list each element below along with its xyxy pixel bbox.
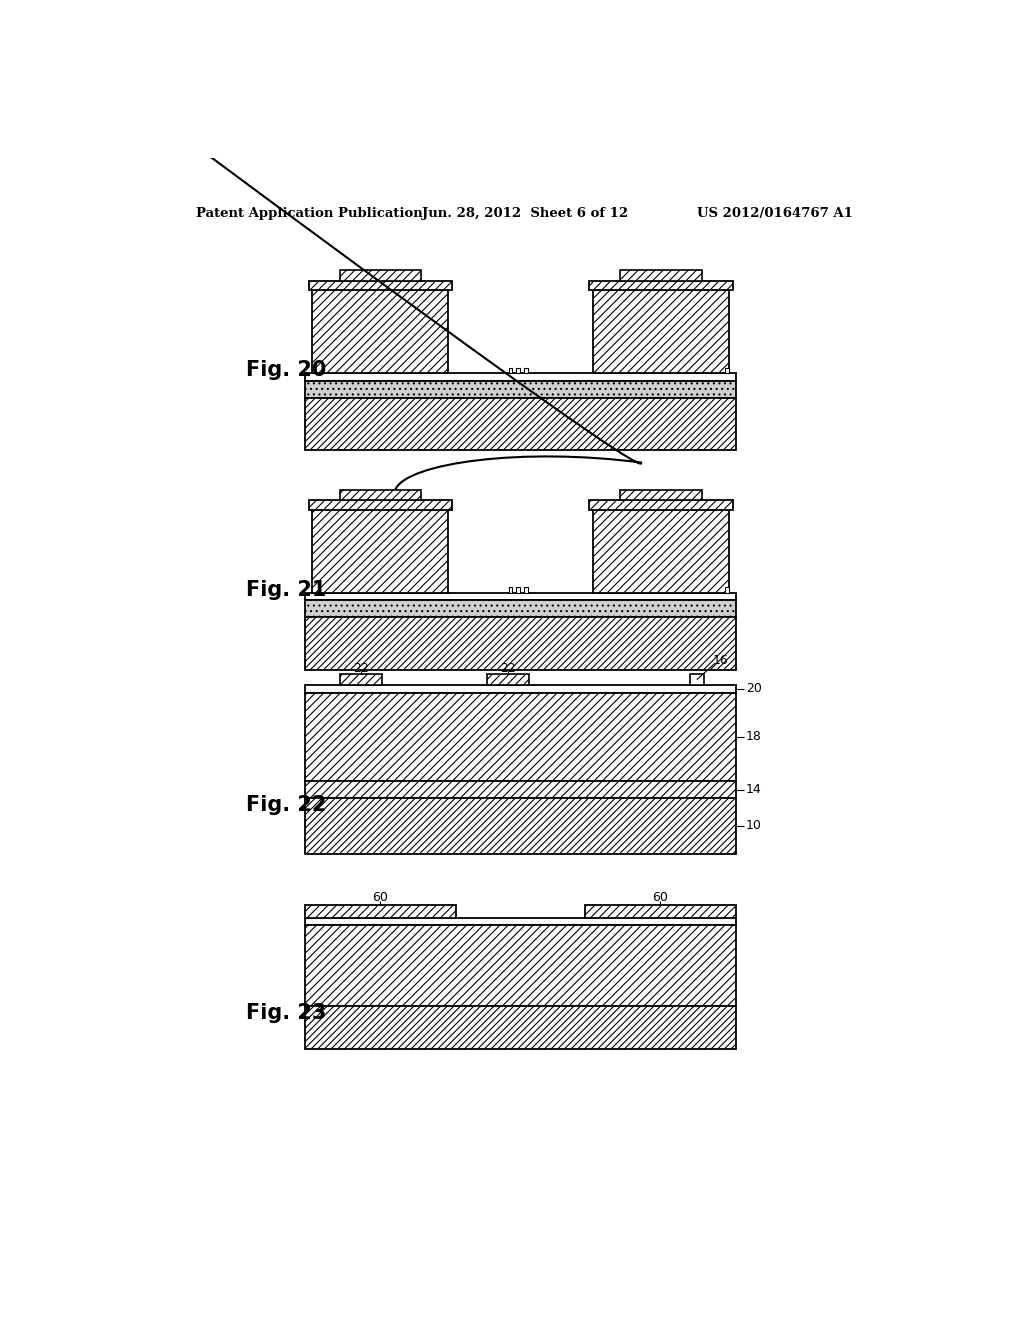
Bar <box>312 290 449 374</box>
Text: 60: 60 <box>372 891 388 904</box>
Bar <box>305 685 736 693</box>
Bar <box>524 368 528 374</box>
Text: 22: 22 <box>500 661 516 675</box>
Bar <box>305 1006 736 1048</box>
Bar <box>593 290 729 374</box>
Bar <box>593 510 729 593</box>
Bar <box>690 675 703 685</box>
Text: Fig. 21: Fig. 21 <box>246 579 327 599</box>
Text: Fig. 22: Fig. 22 <box>246 795 327 816</box>
Bar <box>589 281 732 290</box>
Bar <box>725 368 729 374</box>
Text: US 2012/0164767 A1: US 2012/0164767 A1 <box>696 207 853 220</box>
Bar <box>621 490 701 500</box>
Text: 16: 16 <box>713 653 729 667</box>
Bar <box>312 510 449 593</box>
Bar <box>308 500 452 510</box>
Bar <box>486 675 529 685</box>
Bar <box>305 593 736 601</box>
Text: Patent Application Publication: Patent Application Publication <box>197 207 423 220</box>
Bar <box>509 587 512 593</box>
Bar <box>509 368 512 374</box>
Bar <box>516 368 520 374</box>
Bar <box>305 925 736 1006</box>
Text: 60: 60 <box>652 891 669 904</box>
Bar <box>516 587 520 593</box>
Bar <box>305 618 736 669</box>
Text: Jun. 28, 2012  Sheet 6 of 12: Jun. 28, 2012 Sheet 6 of 12 <box>422 207 628 220</box>
Bar <box>524 587 528 593</box>
Text: 10: 10 <box>745 820 762 833</box>
Bar <box>589 500 732 510</box>
Text: Fig. 20: Fig. 20 <box>246 360 327 380</box>
Bar <box>305 917 736 925</box>
Bar <box>305 374 736 381</box>
Bar <box>725 587 729 593</box>
Text: 14: 14 <box>745 783 762 796</box>
Bar <box>621 271 701 281</box>
Bar <box>305 601 736 618</box>
Bar <box>586 906 736 917</box>
Bar <box>340 675 382 685</box>
Bar <box>340 271 421 281</box>
Bar <box>305 906 456 917</box>
Text: 20: 20 <box>745 682 762 696</box>
Bar <box>340 490 421 500</box>
Bar <box>305 781 736 799</box>
Text: 18: 18 <box>745 730 762 743</box>
Bar <box>308 281 452 290</box>
Text: 22: 22 <box>352 661 369 675</box>
Bar <box>305 799 736 854</box>
Bar <box>305 397 736 450</box>
Bar <box>305 693 736 781</box>
Text: Fig. 23: Fig. 23 <box>246 1003 327 1023</box>
Bar <box>305 381 736 397</box>
